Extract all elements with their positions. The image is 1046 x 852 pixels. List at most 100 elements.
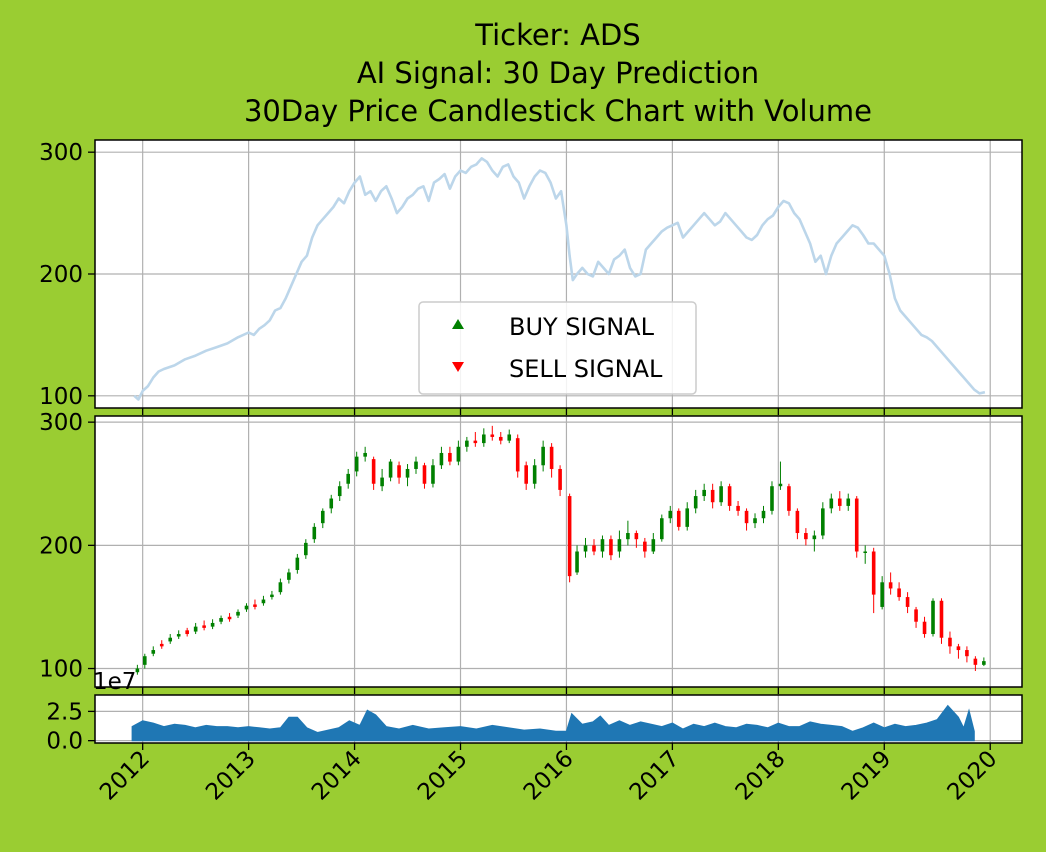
buy-signal-marker-icon xyxy=(452,319,464,329)
candle-body xyxy=(727,486,732,506)
candle-body xyxy=(151,650,156,654)
candle-body xyxy=(888,582,893,589)
x-axis-tick-label: 2012 xyxy=(95,746,155,806)
candle-body xyxy=(778,483,783,487)
candle-body xyxy=(498,436,503,441)
candle-body xyxy=(744,510,749,524)
candle-body xyxy=(465,440,469,447)
candle-body xyxy=(575,551,579,573)
candle-body xyxy=(185,630,189,635)
candle-body xyxy=(617,539,622,552)
legend-buy-label: BUY SIGNAL xyxy=(509,313,655,341)
candle-body xyxy=(456,446,461,462)
candle-body xyxy=(202,625,206,628)
candle-body xyxy=(948,637,952,647)
price-line xyxy=(133,157,986,401)
candle-body xyxy=(651,539,656,552)
candle-body xyxy=(482,434,486,444)
candle-body xyxy=(193,626,198,632)
x-axis-tick-label: 2020 xyxy=(943,746,1003,806)
price-ytick-label: 200 xyxy=(39,262,83,288)
candle-body xyxy=(871,551,876,595)
candle-body xyxy=(515,438,520,472)
candle-body xyxy=(846,498,851,506)
candle-body xyxy=(719,486,723,503)
candle-body xyxy=(736,505,740,511)
candle-body xyxy=(227,616,232,620)
price-legend: BUY SIGNAL SELL SIGNAL xyxy=(418,301,697,395)
candle-body xyxy=(753,518,757,524)
candle-body xyxy=(668,510,673,519)
candle-body xyxy=(634,533,639,540)
candle-body xyxy=(532,465,537,484)
candle-body xyxy=(541,446,545,466)
x-axis-tick-label: 2015 xyxy=(413,746,473,806)
candle-body xyxy=(787,486,791,511)
candle-body xyxy=(135,668,140,673)
candle-body xyxy=(693,496,698,509)
candle-body xyxy=(270,594,274,598)
candle-body xyxy=(973,658,978,665)
candle-body xyxy=(931,600,935,635)
candle-body xyxy=(278,582,283,593)
x-axis-tick-label: 2019 xyxy=(837,746,897,806)
candle-frame xyxy=(94,415,1023,688)
candle-body xyxy=(253,604,257,607)
candle-body xyxy=(448,452,452,462)
candle-body xyxy=(380,477,384,487)
candle-ytick-label: 200 xyxy=(39,533,83,559)
x-axis-tick-label: 2017 xyxy=(625,746,685,806)
candle-body xyxy=(795,510,800,534)
candle-body xyxy=(176,634,181,637)
candle-body xyxy=(287,572,291,580)
candle-body xyxy=(354,456,359,472)
candle-body xyxy=(490,434,495,437)
candle-ytick-label: 300 xyxy=(39,410,83,436)
candle-body xyxy=(371,459,376,484)
chart-title-line-2: AI Signal: 30 Day Prediction xyxy=(357,56,759,90)
candle-body xyxy=(710,489,715,503)
x-axis-tick-label: 2014 xyxy=(307,746,367,806)
chart-title-line-1: Ticker: ADS xyxy=(474,18,640,52)
candle-body xyxy=(761,510,766,519)
candle-body xyxy=(676,510,681,527)
volume-frame xyxy=(94,694,1023,744)
candle-body xyxy=(770,486,774,511)
x-axis-tick-label: 2016 xyxy=(519,746,579,806)
candle-body xyxy=(142,656,147,665)
candle-body xyxy=(405,468,410,478)
candle-body xyxy=(159,643,164,647)
candle-body xyxy=(329,498,334,509)
candle-plot-area xyxy=(95,416,1022,687)
candle-body xyxy=(982,661,986,665)
candle-body xyxy=(312,526,317,540)
candle-body xyxy=(863,551,868,553)
candle-body xyxy=(431,465,435,484)
candle-body xyxy=(880,582,884,607)
candle-body xyxy=(210,622,215,627)
chart-title-line-3: 30Day Price Candlestick Chart with Volum… xyxy=(244,94,872,128)
candle-body xyxy=(812,535,817,540)
candle-body xyxy=(363,452,367,457)
candle-body xyxy=(854,498,859,552)
candle-body xyxy=(219,618,223,622)
volume-offset-label: 1e7 xyxy=(93,669,136,695)
candle-body xyxy=(914,609,918,622)
candle-body xyxy=(304,542,308,556)
candle-ytick-label: 100 xyxy=(39,657,83,683)
price-frame xyxy=(94,139,1023,409)
candle-body xyxy=(659,518,664,540)
candle-body xyxy=(837,498,842,506)
candle-body xyxy=(609,539,613,556)
candle-body xyxy=(388,461,393,478)
candle-body xyxy=(558,468,562,490)
legend-box xyxy=(418,301,697,395)
candle-body xyxy=(168,637,173,642)
candle-body xyxy=(583,545,588,552)
candle-body xyxy=(549,446,554,469)
price-ytick-label: 300 xyxy=(39,140,83,166)
candle-body xyxy=(507,434,512,441)
candle-body xyxy=(804,533,808,540)
candle-body xyxy=(244,605,249,610)
